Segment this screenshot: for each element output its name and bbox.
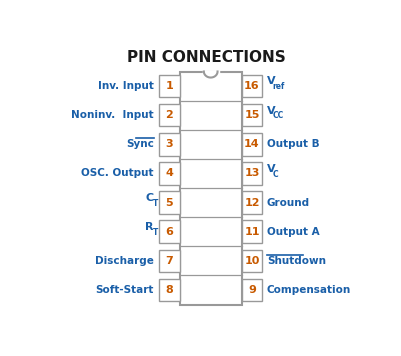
Text: 3: 3 xyxy=(165,139,173,149)
Text: 4: 4 xyxy=(165,168,173,178)
Bar xyxy=(159,279,179,301)
Text: Inv. Input: Inv. Input xyxy=(97,81,153,91)
Text: C: C xyxy=(272,170,277,179)
Text: 5: 5 xyxy=(165,198,173,208)
Bar xyxy=(241,133,261,156)
Text: 12: 12 xyxy=(244,198,259,208)
Text: OSC. Output: OSC. Output xyxy=(81,168,153,178)
Text: Soft-Start: Soft-Start xyxy=(95,285,153,295)
Text: 10: 10 xyxy=(244,256,259,266)
Text: ref: ref xyxy=(272,82,284,91)
Text: 11: 11 xyxy=(244,227,259,237)
Text: V: V xyxy=(266,77,275,87)
Text: T: T xyxy=(153,228,158,237)
Text: 1: 1 xyxy=(165,81,173,91)
Bar xyxy=(241,162,261,185)
Text: Sync: Sync xyxy=(126,139,153,149)
Text: 14: 14 xyxy=(243,139,259,149)
Text: Discharge: Discharge xyxy=(95,256,153,266)
Bar xyxy=(159,133,179,156)
Bar xyxy=(159,220,179,243)
Text: 6: 6 xyxy=(165,227,173,237)
Bar xyxy=(241,75,261,97)
Bar xyxy=(159,162,179,185)
Bar xyxy=(241,191,261,214)
Bar xyxy=(241,250,261,272)
Text: 13: 13 xyxy=(244,168,259,178)
Bar xyxy=(241,220,261,243)
Text: CC: CC xyxy=(272,111,283,120)
Text: T: T xyxy=(153,199,158,208)
Bar xyxy=(179,72,241,304)
Bar xyxy=(241,279,261,301)
Text: Shutdown: Shutdown xyxy=(266,256,325,266)
Bar xyxy=(159,104,179,126)
Text: 2: 2 xyxy=(165,110,173,120)
Text: R: R xyxy=(145,222,153,232)
Bar xyxy=(159,75,179,97)
Text: V: V xyxy=(266,164,275,174)
Text: 15: 15 xyxy=(244,110,259,120)
Text: 16: 16 xyxy=(243,81,259,91)
Text: PIN CONNECTIONS: PIN CONNECTIONS xyxy=(126,49,285,64)
Bar xyxy=(159,191,179,214)
Bar xyxy=(241,104,261,126)
Text: 7: 7 xyxy=(165,256,173,266)
Text: Compensation: Compensation xyxy=(266,285,350,295)
Text: 8: 8 xyxy=(165,285,173,295)
Bar xyxy=(159,250,179,272)
Text: C: C xyxy=(145,193,153,203)
Text: Ground: Ground xyxy=(266,198,309,208)
Text: Output B: Output B xyxy=(266,139,319,149)
Text: V: V xyxy=(266,105,275,116)
Text: Output A: Output A xyxy=(266,227,319,237)
Text: Noninv.  Input: Noninv. Input xyxy=(71,110,153,120)
Text: 9: 9 xyxy=(247,285,255,295)
